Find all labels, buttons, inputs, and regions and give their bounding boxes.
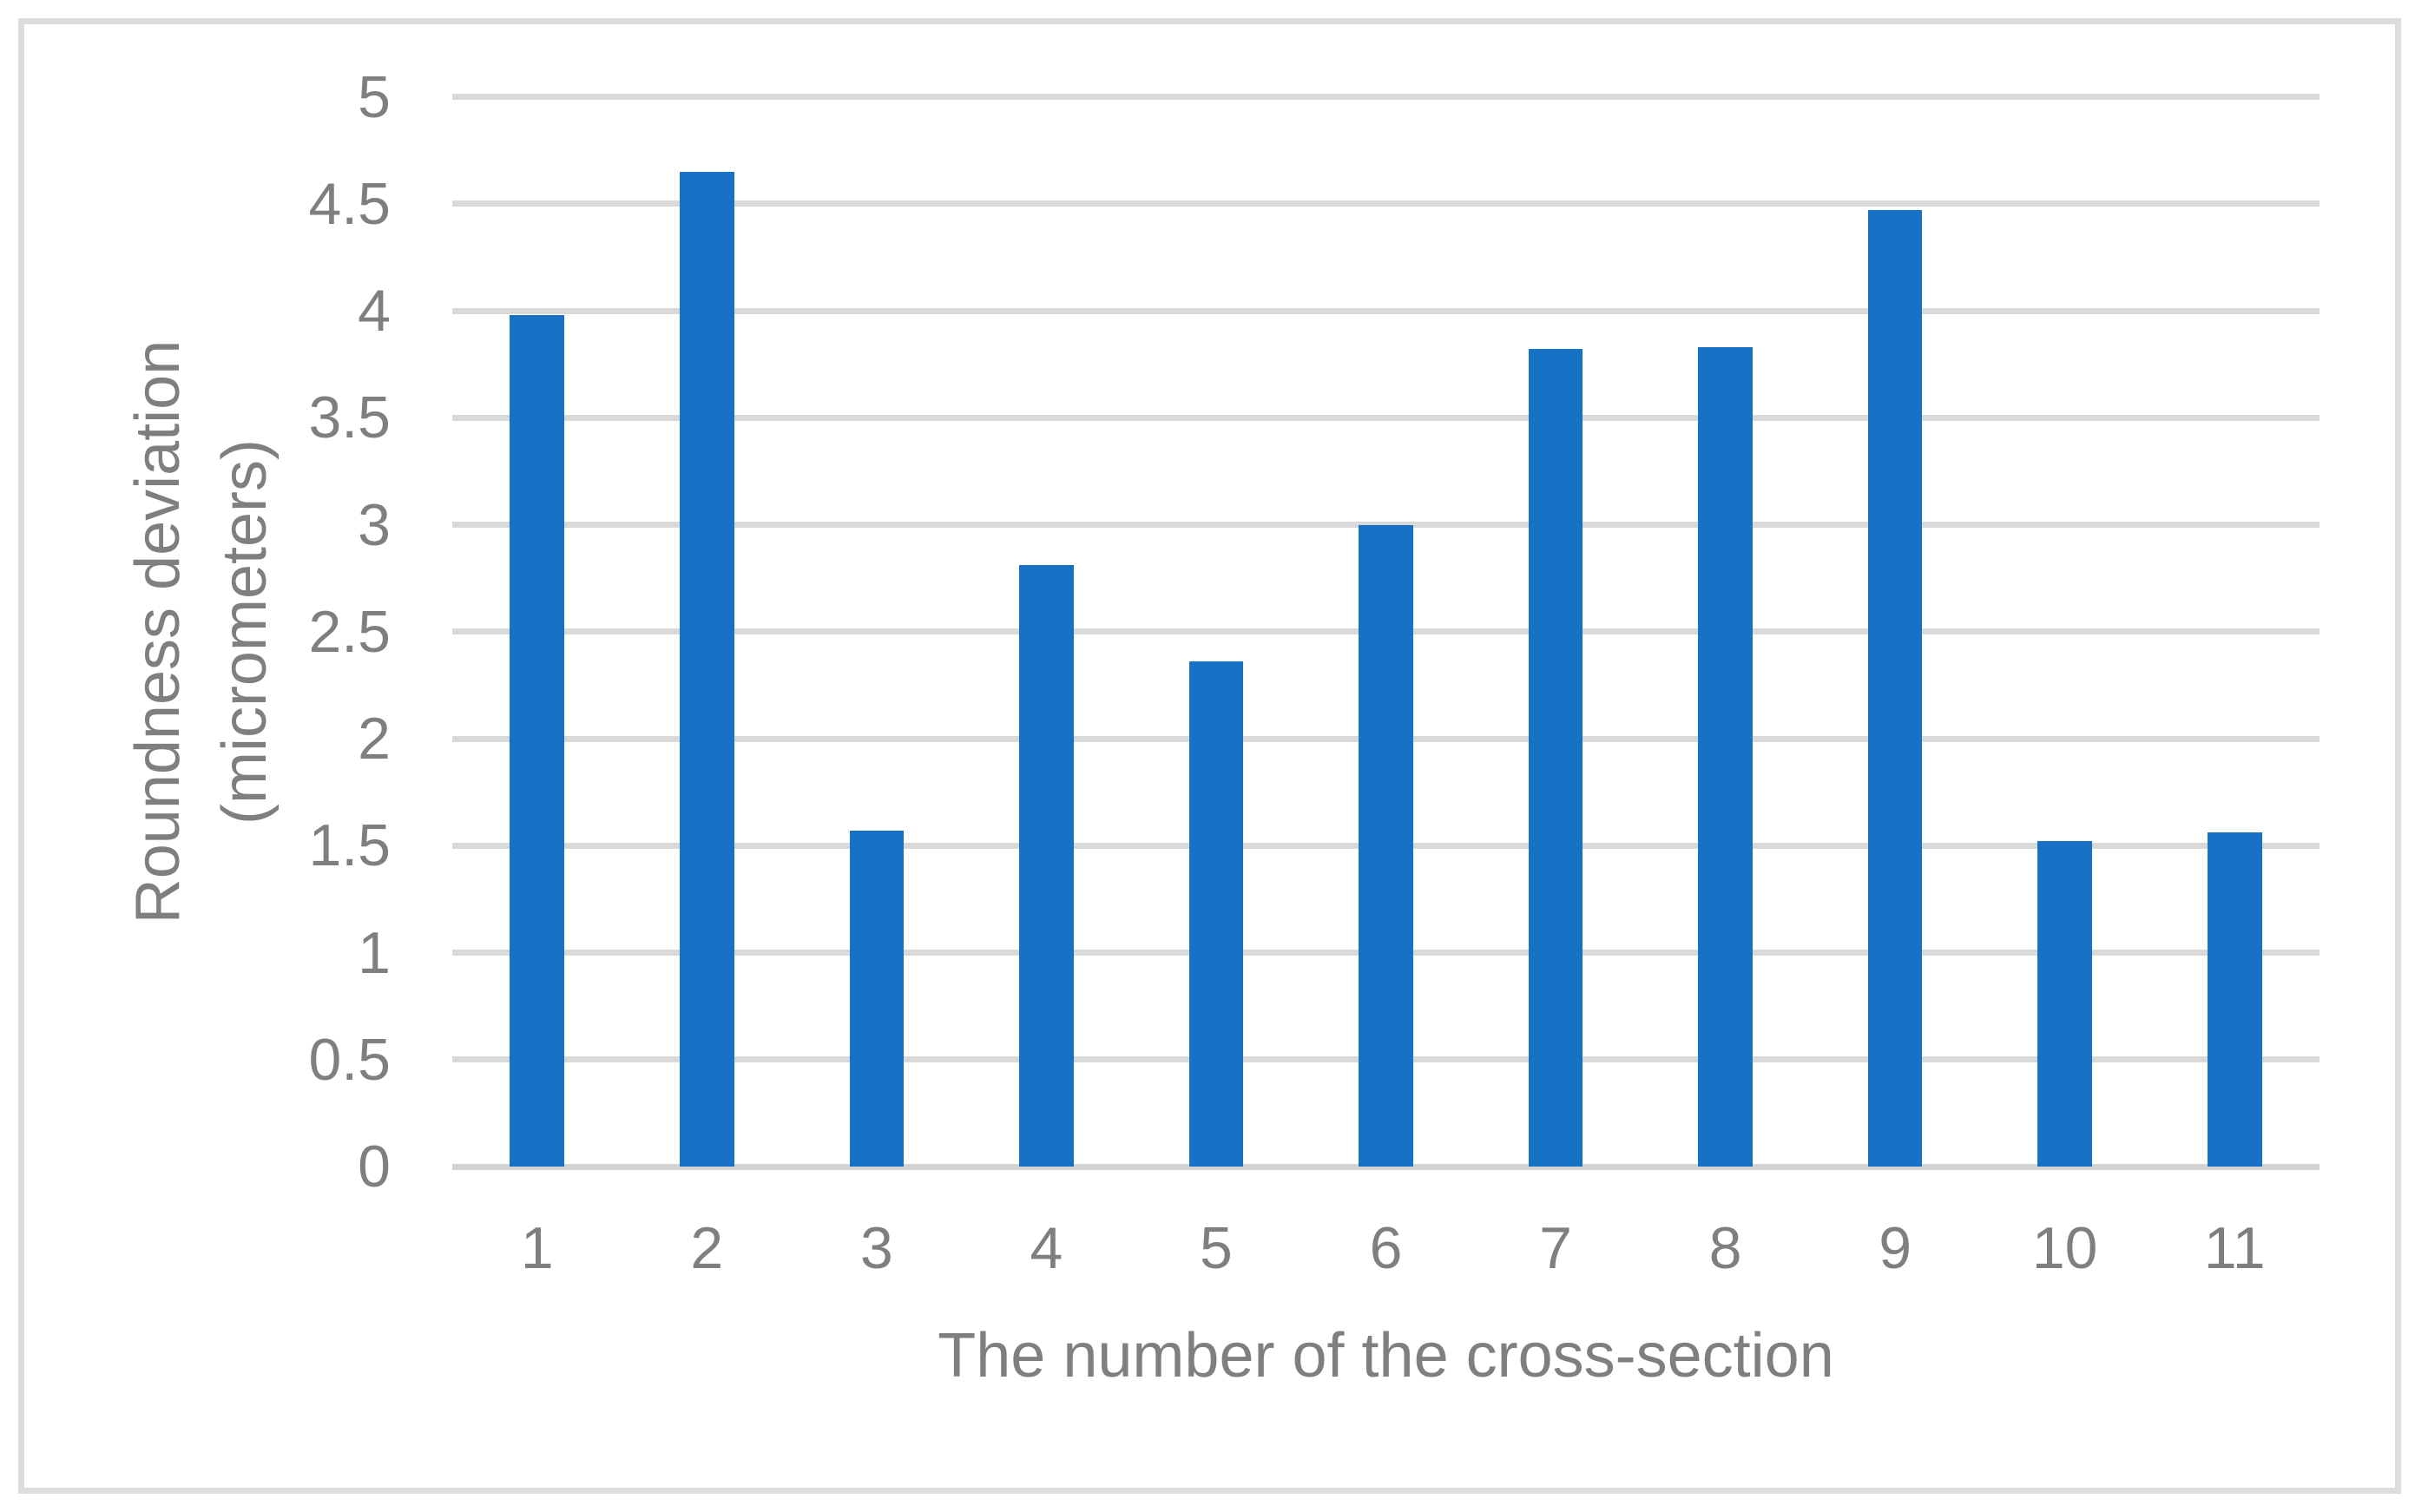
x-tick-label: 5 bbox=[1200, 1215, 1233, 1281]
bar-cross-section-4 bbox=[1019, 565, 1074, 1167]
bar-cross-section-3 bbox=[849, 830, 905, 1167]
x-tick-label: 10 bbox=[2031, 1215, 2098, 1281]
y-tick-label: 1 bbox=[358, 919, 391, 986]
bar-cross-section-7 bbox=[1528, 349, 1583, 1167]
x-axis-title: The number of the cross-section bbox=[938, 1321, 1834, 1390]
bar-cross-section-8 bbox=[1698, 346, 1753, 1167]
x-tick-label: 11 bbox=[2203, 1215, 2266, 1281]
x-tick-label: 2 bbox=[690, 1215, 724, 1281]
y-tick-label: 2.5 bbox=[308, 598, 391, 665]
y-tick-label: 2 bbox=[358, 706, 391, 772]
y-tick-label: 4 bbox=[358, 278, 391, 344]
y-tick-label: 1.5 bbox=[308, 812, 391, 879]
bar-cross-section-6 bbox=[1359, 524, 1413, 1167]
x-tick-label: 1 bbox=[520, 1215, 554, 1281]
gridline bbox=[452, 414, 2320, 421]
y-tick-label: 5 bbox=[358, 63, 391, 130]
y-axis-title-line1: Roundness deviation bbox=[123, 339, 193, 924]
y-tick-label: 0.5 bbox=[308, 1026, 391, 1093]
x-tick-label: 8 bbox=[1708, 1215, 1742, 1281]
x-tick-label: 4 bbox=[1030, 1215, 1063, 1281]
y-tick-label: 0 bbox=[358, 1134, 391, 1200]
bar-cross-section-10 bbox=[2037, 841, 2092, 1167]
x-tick-label: 3 bbox=[859, 1215, 893, 1281]
bar-cross-section-5 bbox=[1188, 661, 1244, 1167]
gridline bbox=[452, 201, 2320, 207]
gridline bbox=[452, 307, 2320, 314]
y-tick-label: 3 bbox=[358, 491, 391, 558]
y-axis-title-line2: (micrometers) bbox=[210, 439, 280, 825]
x-tick-label: 7 bbox=[1539, 1215, 1572, 1281]
bar-cross-section-11 bbox=[2207, 832, 2262, 1167]
bar-cross-section-9 bbox=[1867, 210, 1923, 1167]
bar-cross-section-1 bbox=[510, 314, 565, 1167]
x-tick-label: 6 bbox=[1369, 1215, 1403, 1281]
bar-cross-section-2 bbox=[680, 171, 734, 1167]
y-axis-title: Roundness deviation (micrometers) bbox=[115, 94, 288, 1170]
y-tick-label: 3.5 bbox=[308, 385, 391, 451]
x-tick-label: 9 bbox=[1879, 1215, 1912, 1281]
gridline bbox=[452, 94, 2320, 100]
y-tick-label: 4.5 bbox=[308, 170, 391, 237]
x-axis-line bbox=[452, 1163, 2320, 1170]
